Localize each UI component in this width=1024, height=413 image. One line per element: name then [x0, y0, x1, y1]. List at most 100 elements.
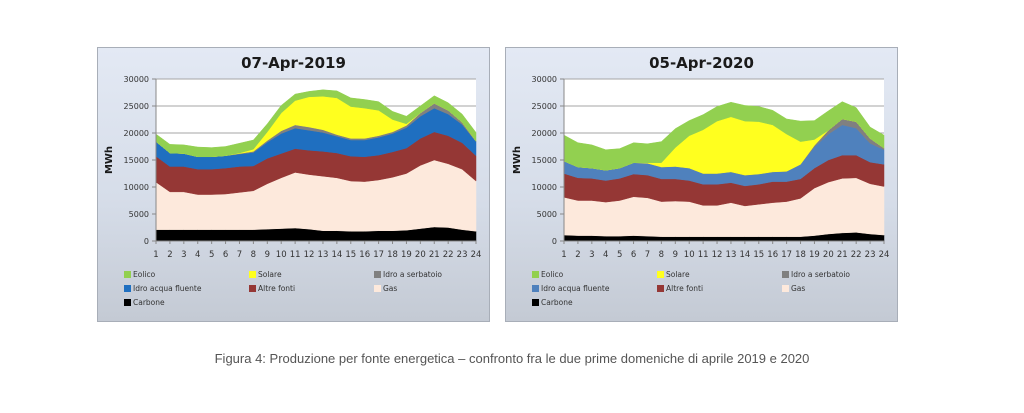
x-tick-label: 23 — [457, 250, 468, 260]
legend-swatch — [532, 271, 539, 278]
x-tick-label: 20 — [823, 250, 834, 260]
x-tick-label: 4 — [603, 250, 608, 260]
y-tick-label: 0 — [552, 237, 557, 246]
x-tick-label: 7 — [237, 250, 242, 260]
y-tick-label: 15000 — [124, 156, 149, 165]
y-tick-label: 5000 — [537, 210, 557, 219]
chart-title: 05-Apr-2020 — [649, 54, 754, 72]
y-tick-label: 5000 — [129, 210, 149, 219]
x-tick-label: 21 — [429, 250, 440, 260]
x-tick-label: 22 — [443, 250, 454, 260]
x-tick-label: 2 — [575, 250, 580, 260]
legend-item: Solare — [657, 270, 690, 279]
x-tick-label: 15 — [345, 250, 356, 260]
legend-label: Solare — [258, 270, 282, 279]
legend-label: Altre fonti — [258, 284, 296, 293]
legend-label: Eolico — [133, 270, 156, 279]
x-tick-label: 14 — [331, 250, 342, 260]
x-tick-label: 8 — [659, 250, 664, 260]
x-tick-label: 12 — [304, 250, 315, 260]
x-tick-label: 16 — [767, 250, 778, 260]
legend-swatch — [249, 285, 256, 292]
legend-label: Idro acqua fluente — [541, 284, 610, 293]
x-tick-label: 11 — [698, 250, 709, 260]
x-tick-label: 5 — [209, 250, 214, 260]
legend-label: Idro a serbatoio — [791, 270, 851, 279]
x-tick-label: 11 — [290, 250, 301, 260]
area-eolico — [563, 101, 885, 171]
legend-item: Idro a serbatoio — [374, 270, 442, 279]
legend-item: Eolico — [532, 270, 563, 279]
y-tick-label: 30000 — [532, 75, 557, 84]
legend-swatch — [124, 271, 131, 278]
legend-label: Idro acqua fluente — [133, 284, 202, 293]
x-tick-label: 18 — [387, 250, 398, 260]
legend-item: Carbone — [532, 298, 573, 307]
x-tick-label: 9 — [265, 250, 270, 260]
legend-swatch — [532, 285, 539, 292]
legend-label: Carbone — [541, 298, 573, 307]
x-tick-label: 24 — [471, 250, 482, 260]
x-tick-label: 2 — [167, 250, 172, 260]
x-tick-label: 19 — [401, 250, 412, 260]
x-tick-label: 16 — [359, 250, 370, 260]
y-tick-label: 15000 — [532, 156, 557, 165]
y-tick-label: 25000 — [532, 102, 557, 111]
legend-swatch — [782, 285, 789, 292]
y-tick-label: 30000 — [124, 75, 149, 84]
y-axis-label: MWh — [512, 146, 523, 174]
y-tick-label: 10000 — [124, 183, 149, 192]
legend-label: Altre fonti — [666, 284, 704, 293]
chart-title: 07-Apr-2019 — [241, 54, 346, 72]
figure-caption: Figura 4: Produzione per fonte energetic… — [214, 351, 810, 366]
legend-item: Gas — [374, 284, 397, 293]
legend-item: Gas — [782, 284, 805, 293]
legend-item: Idro a serbatoio — [782, 270, 850, 279]
x-tick-label: 23 — [865, 250, 876, 260]
y-tick-label: 20000 — [532, 129, 557, 138]
legend-swatch — [532, 299, 539, 306]
legend-swatch — [657, 271, 664, 278]
y-tick-label: 0 — [144, 237, 149, 246]
x-tick-label: 20 — [415, 250, 426, 260]
chart-2020: 0 5000 10000 15000 20000 25000 30000 1 2 3 4 5 6 7 8 9 1… — [505, 47, 898, 322]
x-tick-label: 24 — [879, 250, 890, 260]
legend-label: Solare — [666, 270, 690, 279]
x-tick-label: 19 — [809, 250, 820, 260]
legend-item: Carbone — [124, 298, 165, 307]
legend-item: Solare — [249, 270, 282, 279]
x-tick-label: 17 — [781, 250, 792, 260]
x-tick-label: 10 — [684, 250, 695, 260]
x-tick-label: 14 — [739, 250, 750, 260]
y-tick-label: 20000 — [124, 129, 149, 138]
y-tick-label: 10000 — [532, 183, 557, 192]
x-tick-label: 10 — [276, 250, 287, 260]
legend-swatch — [657, 285, 664, 292]
legend-item: Altre fonti — [657, 284, 703, 293]
x-tick-label: 6 — [631, 250, 636, 260]
y-tick-label: 25000 — [124, 102, 149, 111]
x-tick-label: 6 — [223, 250, 228, 260]
legend-label: Idro a serbatoio — [383, 270, 443, 279]
x-tick-label: 21 — [837, 250, 848, 260]
x-tick-label: 17 — [373, 250, 384, 260]
legend-swatch — [782, 271, 789, 278]
legend-label: Carbone — [133, 298, 165, 307]
x-tick-label: 1 — [153, 250, 158, 260]
x-tick-label: 8 — [251, 250, 256, 260]
x-tick-label: 22 — [851, 250, 862, 260]
x-tick-label: 3 — [181, 250, 186, 260]
legend-item: Altre fonti — [249, 284, 295, 293]
legend-item: Idro acqua fluente — [532, 284, 609, 293]
x-tick-label: 1 — [561, 250, 566, 260]
chart-2019: 0 5000 10000 15000 20000 25000 30000 1 2 3 4 5 6 7 8 9 1… — [97, 47, 490, 322]
x-tick-label: 18 — [795, 250, 806, 260]
legend-swatch — [374, 271, 381, 278]
x-tick-label: 7 — [645, 250, 650, 260]
x-tick-label: 13 — [318, 250, 329, 260]
legend-label: Eolico — [541, 270, 564, 279]
x-tick-label: 5 — [617, 250, 622, 260]
legend-item: Eolico — [124, 270, 155, 279]
